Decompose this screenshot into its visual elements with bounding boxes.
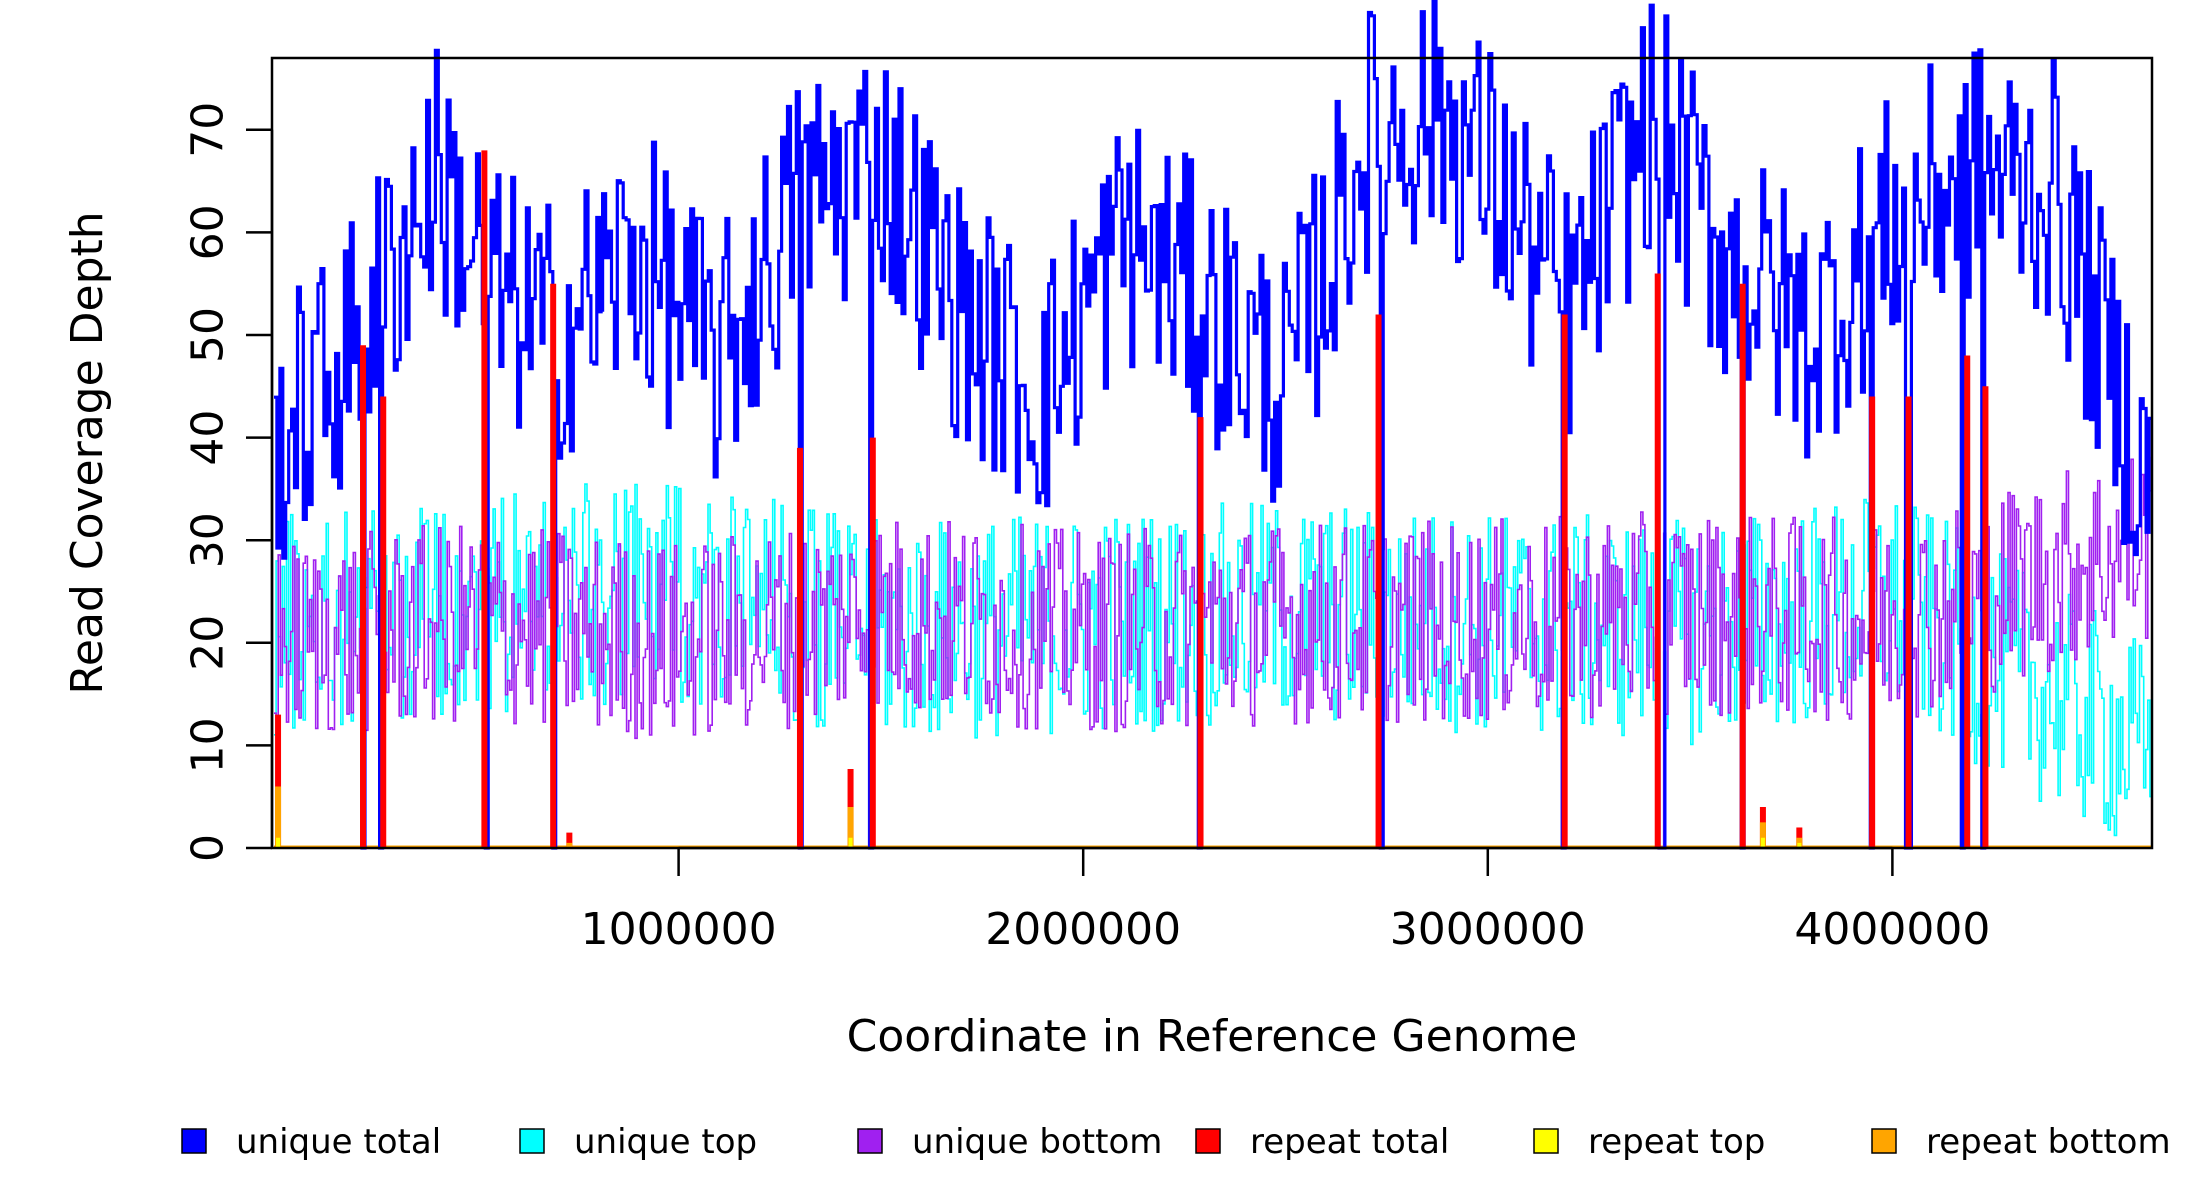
y-tick-label: 60 <box>183 204 234 260</box>
y-axis-title: Read Coverage Depth <box>62 211 113 694</box>
y-tick-label: 30 <box>183 512 234 568</box>
legend-swatch <box>181 1128 207 1154</box>
x-tick-label: 3000000 <box>1390 904 1586 955</box>
y-tick-label: 0 <box>183 834 234 862</box>
y-tick-label: 50 <box>183 307 234 363</box>
legend-swatch <box>1871 1128 1897 1154</box>
legend-swatch <box>1533 1128 1559 1154</box>
unique-bottom-line <box>274 456 2152 849</box>
legend-swatch <box>1195 1128 1221 1154</box>
y-tick-label: 10 <box>183 717 234 773</box>
unique-top-line <box>274 483 2152 849</box>
legend-label: repeat top <box>1588 1122 1765 1162</box>
x-axis-title: Coordinate in Reference Genome <box>847 1011 1578 1062</box>
y-tick-label: 40 <box>183 410 234 466</box>
y-tick-label: 70 <box>183 102 234 158</box>
x-tick-label: 1000000 <box>581 904 777 955</box>
legend-label: unique bottom <box>912 1122 1162 1162</box>
legend-swatch <box>857 1128 883 1154</box>
legend-label: repeat total <box>1250 1122 1449 1162</box>
legend-label: unique total <box>236 1122 441 1162</box>
legend-swatch <box>519 1128 545 1154</box>
legend: unique total unique top unique bottom repea… <box>181 1122 2171 1162</box>
x-tick-label: 4000000 <box>1794 904 1990 955</box>
legend-label: repeat bottom <box>1926 1122 2171 1162</box>
unique-total-line <box>274 0 2152 850</box>
y-tick-label: 20 <box>183 615 234 671</box>
axes-layer: 0 10 20 30 40 50 60 70 1000000 2000000 3000000 4000… <box>183 102 1991 955</box>
legend-label: unique top <box>574 1122 757 1162</box>
series-layer <box>274 0 2152 850</box>
x-tick-label: 2000000 <box>985 904 1181 955</box>
